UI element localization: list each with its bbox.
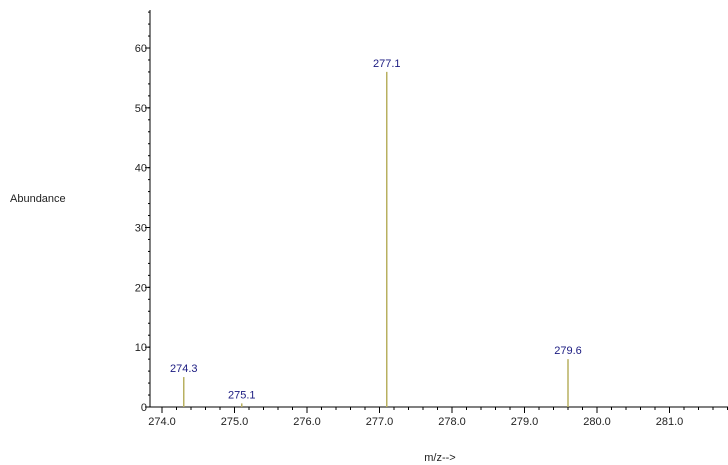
peak-label: 279.6 <box>554 345 582 357</box>
x-axis: 274.0 275.0 276.0 277.0 278.0 279.0 280.0 281.0 <box>148 406 728 428</box>
y-tick-label: 40 <box>135 163 147 175</box>
peak-label: 274.3 <box>170 363 198 375</box>
x-tick-label: 274.0 <box>148 416 176 428</box>
x-tick-label: 281.0 <box>656 416 684 428</box>
y-tick-label: 10 <box>135 342 147 354</box>
y-tick-label: 50 <box>135 103 147 115</box>
y-axis: 0 10 20 30 40 50 60 <box>135 10 151 414</box>
y-tick-label: 60 <box>135 43 147 55</box>
x-tick-label: 277.0 <box>366 416 394 428</box>
y-axis-label: Abundance <box>10 193 66 205</box>
peaks: 274.3 275.1 277.1 279.6 <box>170 58 582 407</box>
x-tick-label: 279.0 <box>511 416 539 428</box>
x-tick-label: 275.0 <box>221 416 249 428</box>
x-tick-label: 276.0 <box>293 416 321 428</box>
x-tick-label: 278.0 <box>438 416 466 428</box>
y-tick-label: 20 <box>135 282 147 294</box>
y-tick-label: 0 <box>141 402 147 414</box>
x-tick-label: 280.0 <box>583 416 611 428</box>
peak-label: 275.1 <box>228 389 256 401</box>
peak-label: 277.1 <box>373 58 401 70</box>
x-axis-label: m/z--> <box>424 452 455 464</box>
y-tick-label: 30 <box>135 223 147 235</box>
